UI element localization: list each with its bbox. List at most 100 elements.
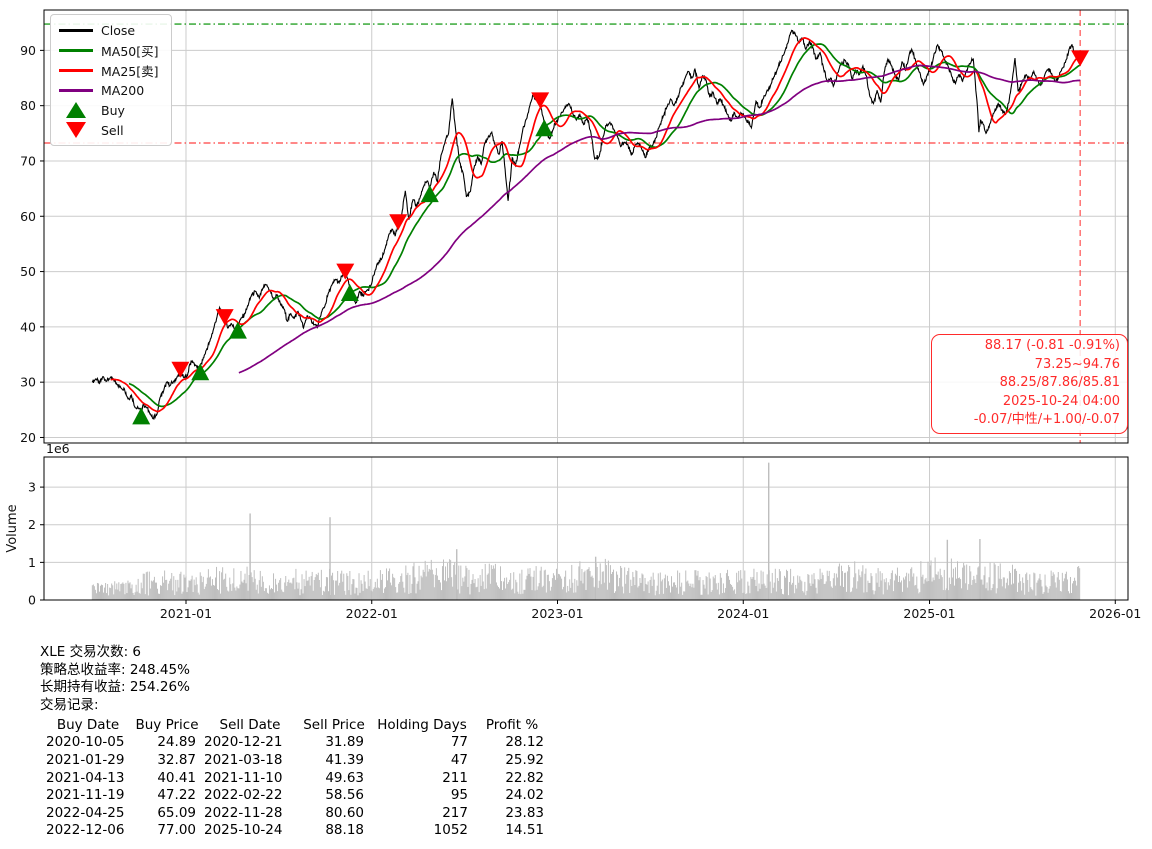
header-sell-date: Sell Date bbox=[219, 716, 281, 733]
trade-cell: 77 bbox=[450, 734, 468, 751]
legend-item-buy: Buy bbox=[59, 100, 159, 120]
legend-item-ma200: MA200 bbox=[59, 80, 159, 100]
trade-cell: 40.41 bbox=[157, 769, 196, 786]
trade-cell: 2022-11-28 bbox=[204, 804, 283, 821]
trade-cell: 24.89 bbox=[157, 734, 196, 751]
trade-row: 2021-01-29 32.87 2021-03-18 41.39 47 25.92 bbox=[44, 751, 550, 769]
trade-cell: 2020-12-21 bbox=[204, 734, 283, 751]
trade-cell: 88.18 bbox=[325, 822, 364, 839]
trade-cell: 1052 bbox=[433, 822, 468, 839]
quote-annotation-box: 88.17 (-0.81 -0.91%) 73.25~94.76 88.25/8… bbox=[931, 334, 1128, 434]
svg-text:1: 1 bbox=[28, 555, 36, 570]
volume-bars bbox=[91, 462, 1081, 600]
svg-text:60: 60 bbox=[20, 209, 36, 224]
svg-text:90: 90 bbox=[20, 43, 36, 58]
trade-cell: 2025-10-24 bbox=[204, 822, 283, 839]
x-tick-label: 2022-01 bbox=[346, 606, 398, 621]
legend-item-ma50: MA50[买] bbox=[59, 40, 159, 60]
trade-cell: 2021-01-29 bbox=[46, 751, 125, 768]
x-tick-label: 2025-01 bbox=[903, 606, 955, 621]
summary-records-title: 交易记录: bbox=[40, 696, 99, 713]
buy-marker bbox=[132, 407, 151, 425]
trades-table: Buy Date Buy Price Sell Date Sell Price … bbox=[44, 716, 550, 839]
trade-cell: 2022-02-22 bbox=[204, 787, 283, 804]
legend-label: MA50[买] bbox=[101, 43, 159, 59]
trade-row: 2021-04-13 40.41 2021-11-10 49.63 211 22.82 bbox=[44, 769, 550, 787]
x-tick-label: 2021-01 bbox=[160, 606, 212, 621]
trade-cell: 28.12 bbox=[505, 734, 544, 751]
trade-cell: 65.09 bbox=[157, 804, 196, 821]
gridlines bbox=[44, 10, 1128, 601]
trade-cell: 211 bbox=[442, 769, 468, 786]
close-line bbox=[91, 29, 1081, 421]
legend-label: MA200 bbox=[101, 82, 145, 98]
trade-cell: 2022-04-25 bbox=[46, 804, 125, 821]
svg-text:0: 0 bbox=[28, 593, 36, 608]
ma200-line bbox=[238, 64, 1081, 374]
sell-marker bbox=[215, 309, 234, 326]
svg-text:40: 40 bbox=[20, 319, 36, 334]
buy-marker bbox=[228, 321, 247, 339]
trade-cell: 95 bbox=[450, 787, 468, 804]
ma50-line-icon bbox=[59, 48, 93, 52]
legend-item-sell: Sell bbox=[59, 120, 159, 140]
header-sell-price: Sell Price bbox=[303, 716, 365, 733]
trade-cell: 32.87 bbox=[157, 751, 196, 768]
trade-cell: 2021-04-13 bbox=[46, 769, 125, 786]
trades-table-header: Buy Date Buy Price Sell Date Sell Price … bbox=[44, 716, 550, 734]
ma25-line bbox=[110, 37, 1081, 413]
sell-marker bbox=[531, 92, 550, 109]
trade-cell: 31.89 bbox=[325, 734, 364, 751]
header-buy-date: Buy Date bbox=[56, 716, 120, 733]
trade-cell: 2021-03-18 bbox=[204, 751, 283, 768]
trade-cell: 2022-12-06 bbox=[46, 822, 125, 839]
trade-cell: 217 bbox=[442, 804, 468, 821]
sell-marker bbox=[1071, 50, 1090, 67]
svg-text:2: 2 bbox=[28, 517, 36, 532]
close-line-icon bbox=[59, 28, 93, 32]
annotation-line-mas: 88.25/87.86/85.81 bbox=[999, 375, 1120, 391]
header-holding-days: Holding Days bbox=[377, 716, 467, 733]
legend-label: Sell bbox=[101, 122, 124, 138]
legend-item-close: Close bbox=[59, 20, 159, 40]
annotation-line-range: 73.25~94.76 bbox=[1034, 356, 1120, 372]
x-tick-label: 2026-01 bbox=[1089, 606, 1141, 621]
trade-row: 2022-04-25 65.09 2022-11-28 80.60 217 23.83 bbox=[44, 804, 550, 822]
trade-cell: 14.51 bbox=[505, 822, 544, 839]
header-buy-price: Buy Price bbox=[135, 716, 199, 733]
svg-text:70: 70 bbox=[20, 153, 36, 168]
trade-row: 2021-11-19 47.22 2022-02-22 58.56 95 24.02 bbox=[44, 786, 550, 804]
buy-marker bbox=[191, 363, 210, 381]
buy-marker bbox=[340, 283, 359, 301]
chart-legend: Close MA50[买] MA25[卖] MA200 Buy Sell bbox=[50, 14, 172, 146]
trade-cell: 22.82 bbox=[505, 769, 544, 786]
svg-text:50: 50 bbox=[20, 264, 36, 279]
x-tick-label: 2023-01 bbox=[531, 606, 583, 621]
svg-text:3: 3 bbox=[28, 480, 36, 495]
price-series bbox=[91, 29, 1081, 421]
annotation-line-time: 2025-10-24 04:00 bbox=[1002, 393, 1120, 409]
annotation-line-signal: -0.07/中性/+1.00/-0.07 bbox=[973, 412, 1120, 428]
buy-marker bbox=[420, 185, 439, 203]
trade-row: 2020-10-05 24.89 2020-12-21 31.89 77 28.12 bbox=[44, 734, 550, 752]
trade-cell: 24.02 bbox=[505, 787, 544, 804]
trade-cell: 47 bbox=[450, 751, 468, 768]
svg-text:20: 20 bbox=[20, 430, 36, 445]
trade-cell: 25.92 bbox=[505, 751, 544, 768]
ma25-line-icon bbox=[59, 68, 93, 72]
summary-hold-return: 长期持有收益: 254.26% bbox=[40, 679, 190, 696]
sell-triangle-icon bbox=[59, 122, 93, 138]
ma200-line-icon bbox=[59, 88, 93, 92]
volume-offset-label: 1e6 bbox=[46, 441, 70, 456]
strategy-summary: XLE 交易次数: 6 策略总收益率: 248.45% 长期持有收益: 254.… bbox=[40, 644, 190, 714]
trade-cell: 49.63 bbox=[325, 769, 364, 786]
trade-cell: 58.56 bbox=[325, 787, 364, 804]
trade-cell: 41.39 bbox=[325, 751, 364, 768]
trades-table-body: 2020-10-05 24.89 2020-12-21 31.89 77 28.12 202… bbox=[44, 734, 550, 840]
trade-markers bbox=[132, 50, 1090, 425]
sell-marker bbox=[389, 214, 408, 231]
summary-trade-count: XLE 交易次数: 6 bbox=[40, 644, 142, 660]
sell-marker bbox=[336, 263, 355, 280]
x-tick-label: 2024-01 bbox=[717, 606, 769, 621]
